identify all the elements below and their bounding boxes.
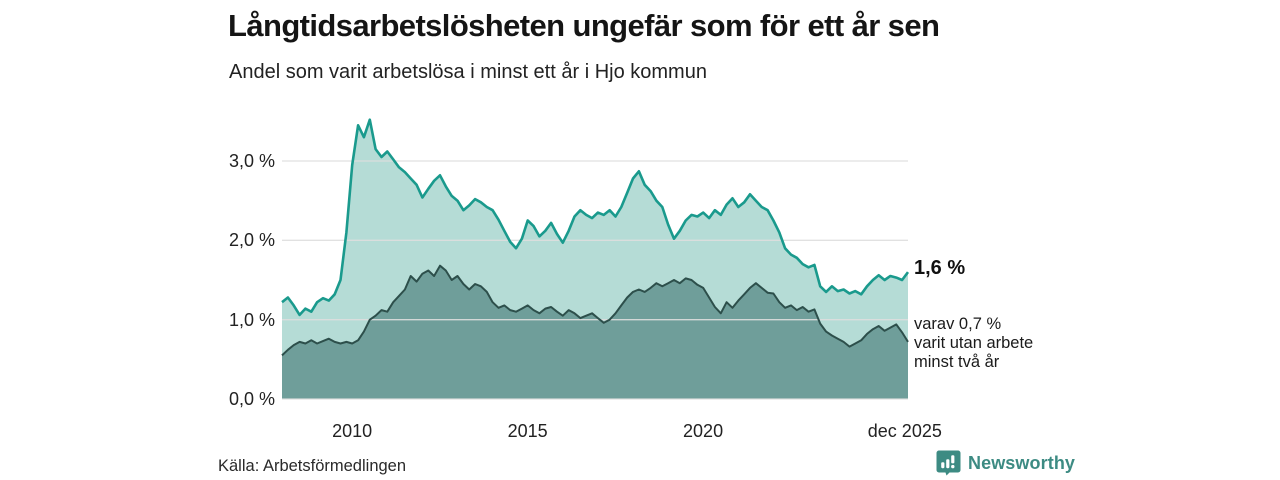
line-total-min-one-year: [281, 118, 910, 317]
x-tick-label: 2020: [683, 421, 724, 441]
subset-label-line: varit utan arbete: [914, 334, 1034, 352]
x-tick-label: 2010: [332, 421, 373, 441]
line-subset-min-two-years: [281, 264, 909, 357]
source-note: Källa: Arbetsförmedlingen: [218, 457, 407, 475]
y-tick-label: 0,0 %: [228, 389, 275, 409]
subset-label-line: minst två år: [914, 353, 1000, 371]
chart-title: Långtidsarbetslösheten ungefär som för e…: [228, 8, 940, 43]
y-tick-label: 1,0 %: [228, 309, 275, 330]
chart-subtitle: Andel som varit arbetslösa i minst ett å…: [229, 61, 707, 83]
subset-label-line: varav 0,7 %: [914, 315, 1002, 333]
series-end-label-total: 1,6 %: [914, 257, 966, 279]
x-tick-label: dec 2025: [867, 421, 942, 441]
y-tick-label: 2,0 %: [228, 230, 275, 251]
area-subset-min-two-years: [282, 265, 908, 399]
x-tick-label: 2015: [507, 421, 548, 441]
y-tick-label: 3,0 %: [228, 151, 275, 171]
newsworthy-logo-icon: [936, 450, 961, 476]
newsworthy-brand: Newsworthy: [936, 450, 1075, 476]
series-end-label-subset: varav 0,7 % varit utan arbete minst två …: [914, 315, 1033, 372]
newsworthy-wordmark: Newsworthy: [968, 452, 1076, 473]
